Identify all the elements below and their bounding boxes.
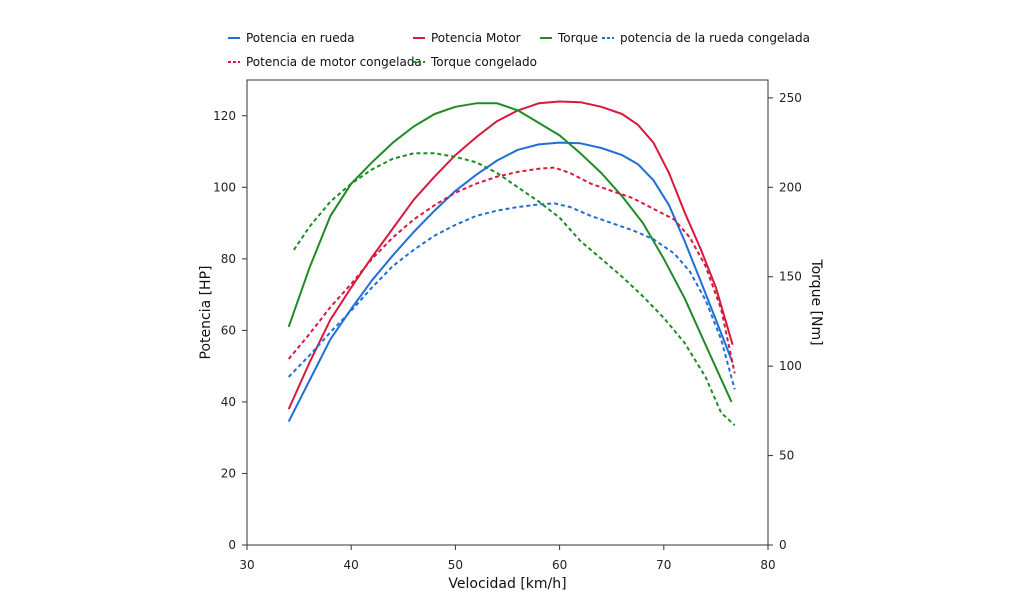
y-left-tick-label: 120 <box>213 109 236 123</box>
series-line-potencia-motor <box>287 100 734 410</box>
legend-item-torque-congelado: Torque congelado <box>413 55 537 69</box>
legend-label: Potencia Motor <box>431 31 521 45</box>
x-axis-title: Velocidad [km/h] <box>448 576 566 592</box>
series-line-torque-congelado <box>293 152 736 426</box>
y-left-tick-label: 20 <box>221 466 236 480</box>
plot-area-frame <box>246 79 769 546</box>
y-left-tick-label: 40 <box>221 395 236 409</box>
series-group <box>287 100 736 426</box>
legend-item-potencia-en-rueda: Potencia en rueda <box>228 31 355 45</box>
x-tick-label: 40 <box>344 558 359 572</box>
y-left-tick-label: 80 <box>221 252 236 266</box>
y-right-tick-label: 50 <box>779 449 794 463</box>
legend-label: Potencia en rueda <box>246 31 355 45</box>
x-tick-label: 60 <box>552 558 567 572</box>
series-line-potencia-en-rueda <box>287 141 734 423</box>
y-right-tick-label: 200 <box>779 180 802 194</box>
series-line-torque <box>287 102 733 403</box>
x-tick-label: 50 <box>448 558 463 572</box>
y-axis-right-title: Torque [Nm] <box>808 258 824 345</box>
y-axis-left-title: Potencia [HP] <box>198 266 214 360</box>
x-tick-label: 30 <box>239 558 254 572</box>
axes-group: 30 40 50 60 70 80 0 20 40 60 80 100 120 0 50 100 150 200 2… <box>213 91 802 572</box>
legend-item-potencia-motor: Potencia Motor <box>413 31 521 45</box>
y-right-tick-label: 0 <box>779 538 787 552</box>
legend-item-potencia-de-motor-congelada: Potencia de motor congelada <box>228 55 422 69</box>
y-right-tick-label: 150 <box>779 270 802 284</box>
y-left-tick-label: 100 <box>213 180 236 194</box>
legend-label: Torque <box>557 31 598 45</box>
legend: Potencia en rueda Potencia Motor Torque pot… <box>228 31 810 69</box>
legend-item-potencia-de-la-rueda-congelada: potencia de la rueda congelada <box>602 31 810 45</box>
y-left-tick-label: 60 <box>221 323 236 337</box>
legend-label: Torque congelado <box>430 55 537 69</box>
y-left-tick-label: 0 <box>228 538 236 552</box>
y-right-tick-label: 100 <box>779 359 802 373</box>
legend-item-torque: Torque <box>540 31 598 45</box>
x-tick-label: 80 <box>760 558 775 572</box>
x-tick-label: 70 <box>656 558 671 572</box>
series-line-potencia-de-la-rueda-congelada <box>287 202 736 390</box>
y-right-tick-label: 250 <box>779 91 802 105</box>
legend-label: Potencia de motor congelada <box>246 55 422 69</box>
legend-label: potencia de la rueda congelada <box>620 31 810 45</box>
